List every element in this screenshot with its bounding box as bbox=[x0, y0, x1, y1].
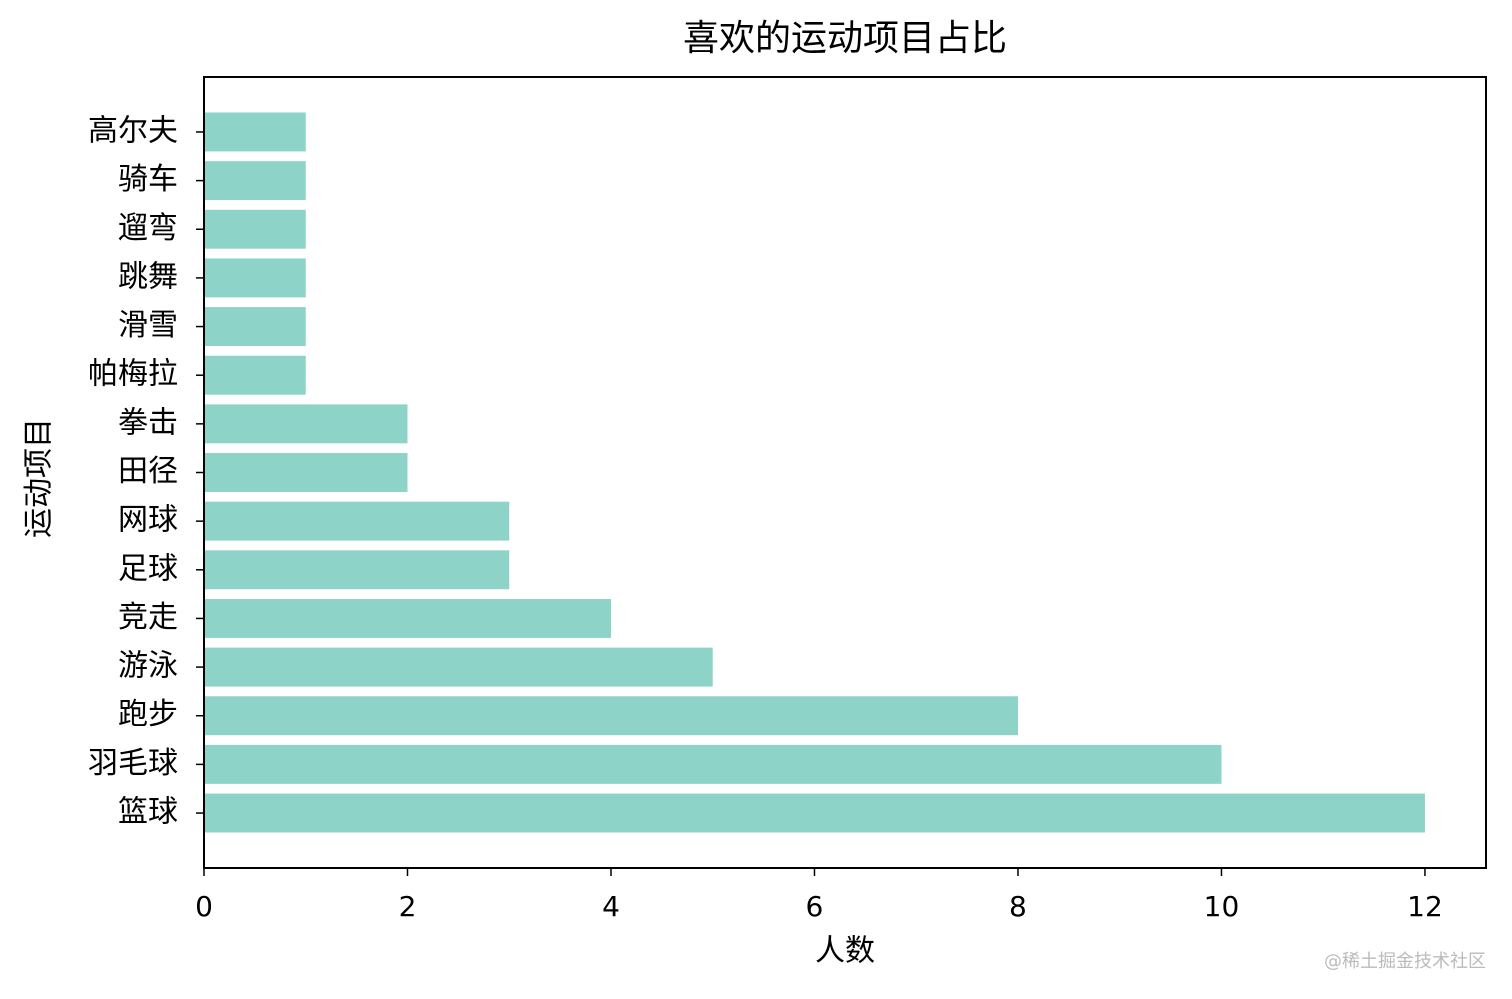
bar bbox=[204, 112, 306, 152]
bar bbox=[204, 598, 611, 638]
y-tick-label: 遛弯 bbox=[118, 211, 178, 246]
y-tick-label: 跑步 bbox=[118, 697, 178, 732]
bar bbox=[204, 258, 306, 298]
x-tick-label: 2 bbox=[399, 890, 417, 923]
x-tick-label: 0 bbox=[195, 890, 213, 923]
bar bbox=[204, 744, 1222, 784]
bar bbox=[204, 453, 408, 492]
bar bbox=[204, 550, 510, 590]
y-axis-label: 运动项目 bbox=[22, 418, 57, 538]
y-tick-label: 滑雪 bbox=[118, 308, 178, 343]
y-tick-label: 游泳 bbox=[118, 649, 178, 684]
chart-title: 喜欢的运动项目占比 bbox=[683, 18, 1007, 59]
x-tick-label: 4 bbox=[602, 890, 620, 923]
y-tick-label: 高尔夫 bbox=[88, 113, 178, 148]
bar bbox=[204, 355, 306, 395]
x-tick-label: 8 bbox=[1009, 890, 1027, 923]
bar bbox=[204, 404, 408, 444]
y-tick-label: 骑车 bbox=[118, 162, 178, 197]
y-tick-label: 帕梅拉 bbox=[88, 357, 178, 392]
y-tick-label: 羽毛球 bbox=[88, 746, 178, 781]
y-tick-label: 田径 bbox=[118, 454, 178, 489]
bar bbox=[204, 209, 306, 249]
bar bbox=[204, 647, 713, 687]
x-tick-label: 10 bbox=[1204, 890, 1240, 923]
y-tick-label: 篮球 bbox=[118, 795, 178, 830]
plot-frame bbox=[203, 76, 1487, 869]
watermark: @稀土掘金技术社区 bbox=[1324, 951, 1486, 972]
x-tick-label: 6 bbox=[806, 890, 824, 923]
bar bbox=[204, 501, 510, 541]
bar bbox=[204, 696, 1018, 736]
x-axis-label: 人数 bbox=[815, 934, 875, 969]
bar bbox=[204, 161, 306, 201]
bar bbox=[204, 793, 1425, 833]
y-tick-label: 拳击 bbox=[118, 405, 178, 440]
x-tick-label: 12 bbox=[1407, 890, 1443, 923]
y-tick-label: 网球 bbox=[118, 503, 178, 538]
y-tick-label: 足球 bbox=[118, 551, 178, 586]
y-tick-label: 跳舞 bbox=[118, 259, 178, 294]
y-tick-label: 竞走 bbox=[118, 600, 178, 635]
bar bbox=[204, 307, 306, 347]
